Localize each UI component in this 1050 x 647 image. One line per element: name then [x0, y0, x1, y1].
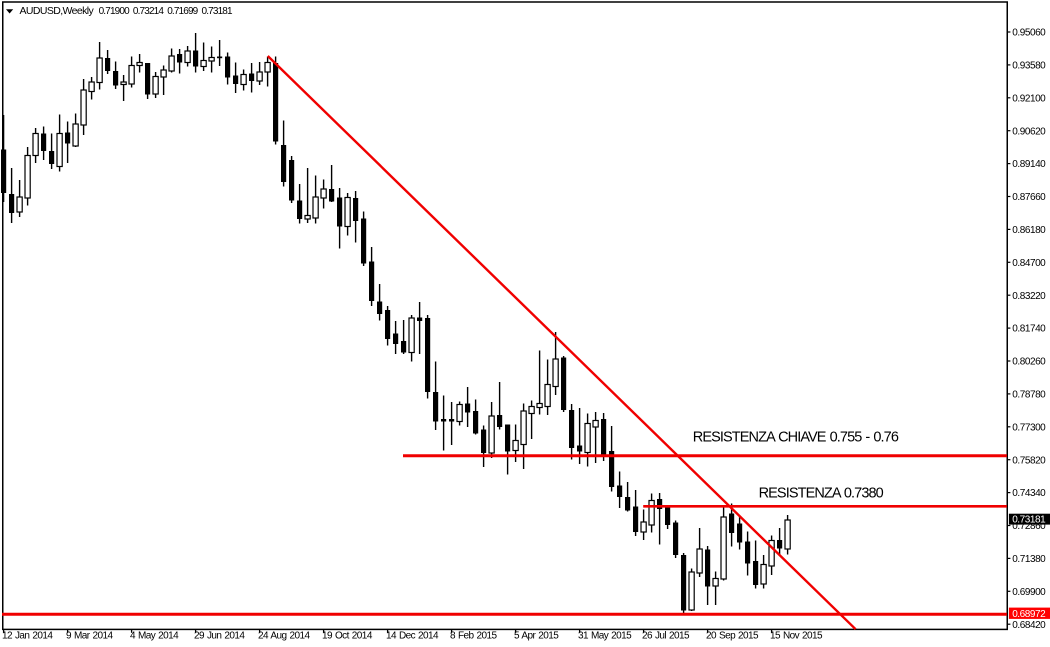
svg-text:26 Jul 2015: 26 Jul 2015: [642, 631, 690, 642]
svg-text:0.89140: 0.89140: [1012, 159, 1046, 170]
svg-text:0.86180: 0.86180: [1012, 225, 1046, 236]
svg-text:31 May 2015: 31 May 2015: [578, 631, 632, 642]
svg-text:0.73181: 0.73181: [202, 6, 233, 17]
svg-text:29 Jun 2014: 29 Jun 2014: [194, 631, 245, 642]
svg-text:0.73214: 0.73214: [133, 6, 164, 17]
svg-text:24 Aug 2014: 24 Aug 2014: [258, 631, 311, 642]
svg-text:RESISTENZA 0.7380: RESISTENZA 0.7380: [759, 486, 884, 502]
svg-text:0.93580: 0.93580: [1012, 61, 1046, 72]
svg-text:9 Mar 2014: 9 Mar 2014: [66, 631, 113, 642]
svg-text:0.87660: 0.87660: [1012, 192, 1046, 203]
svg-text:RESISTENZA CHIAVE 0.755 - 0.76: RESISTENZA CHIAVE 0.755 - 0.76: [693, 430, 899, 446]
svg-text:12 Jan 2014: 12 Jan 2014: [2, 631, 53, 642]
svg-text:0.72860: 0.72860: [1012, 521, 1046, 532]
svg-text:0.90620: 0.90620: [1012, 126, 1046, 137]
svg-text:0.71699: 0.71699: [167, 6, 198, 17]
svg-text:0.95060: 0.95060: [1012, 28, 1046, 39]
svg-text:0.75820: 0.75820: [1012, 455, 1046, 466]
svg-text:0.84700: 0.84700: [1012, 258, 1046, 269]
svg-text:0.74340: 0.74340: [1012, 488, 1046, 499]
svg-text:20 Sep 2015: 20 Sep 2015: [706, 631, 759, 642]
svg-text:8 Feb 2015: 8 Feb 2015: [450, 631, 497, 642]
svg-text:14 Dec 2014: 14 Dec 2014: [386, 631, 439, 642]
svg-text:15 Nov 2015: 15 Nov 2015: [770, 631, 823, 642]
svg-text:0.69900: 0.69900: [1012, 587, 1046, 598]
svg-text:5 Apr 2015: 5 Apr 2015: [514, 631, 559, 642]
svg-text:0.80260: 0.80260: [1012, 357, 1046, 368]
svg-text:0.71900: 0.71900: [99, 6, 130, 17]
svg-text:0.68972: 0.68972: [1012, 609, 1046, 620]
svg-text:0.92100: 0.92100: [1012, 93, 1046, 104]
svg-text:0.81740: 0.81740: [1012, 324, 1046, 335]
svg-text:0.68420: 0.68420: [1012, 620, 1046, 631]
svg-text:0.77300: 0.77300: [1012, 422, 1046, 433]
svg-text:AUDUSD,Weekly: AUDUSD,Weekly: [20, 5, 95, 17]
svg-text:0.78780: 0.78780: [1012, 390, 1046, 401]
svg-text:0.83220: 0.83220: [1012, 291, 1046, 302]
svg-text:0.71380: 0.71380: [1012, 554, 1046, 565]
svg-text:4 May 2014: 4 May 2014: [130, 631, 179, 642]
svg-text:19 Oct 2014: 19 Oct 2014: [322, 631, 373, 642]
svg-text:0.73181: 0.73181: [1012, 515, 1046, 526]
